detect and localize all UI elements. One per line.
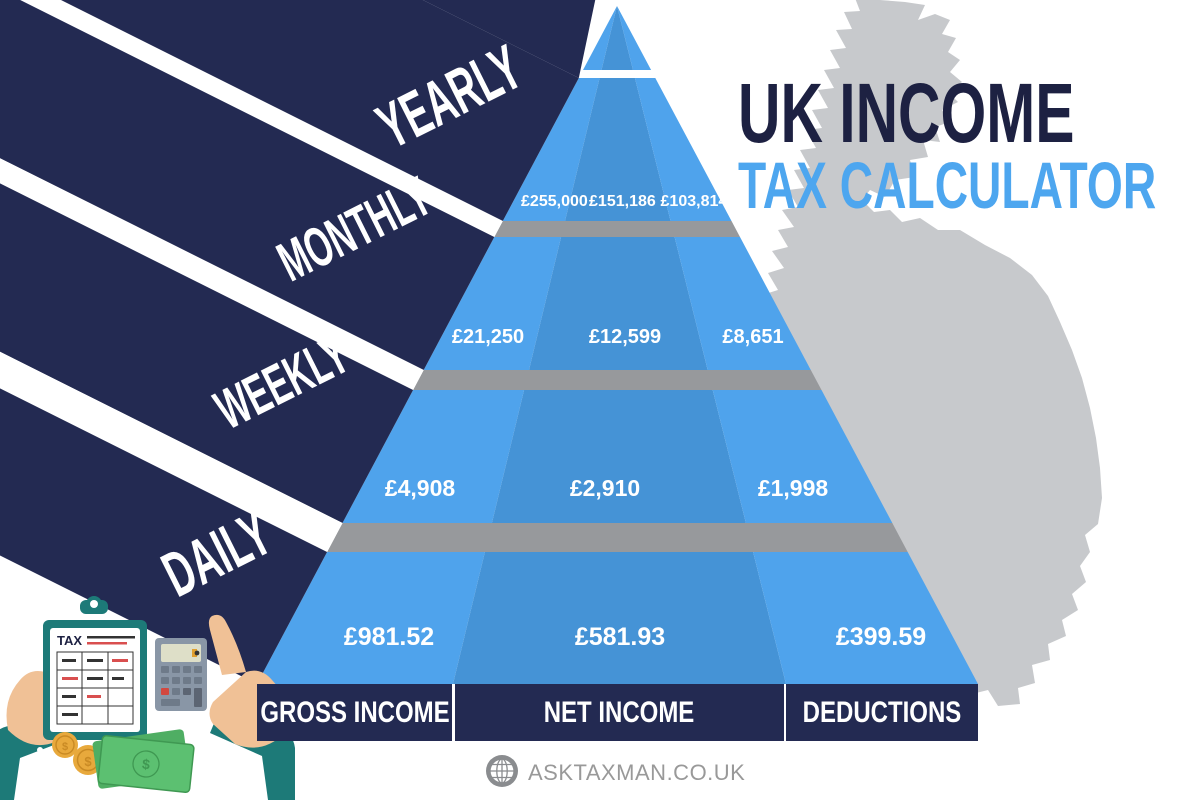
svg-text:GROSS INCOME: GROSS INCOME [260, 694, 449, 728]
svg-text:TAX CALCULATOR: TAX CALCULATOR [738, 149, 1156, 223]
svg-text:£2,910: £2,910 [570, 475, 640, 501]
svg-text:£8,651: £8,651 [722, 326, 783, 348]
svg-text:TAX: TAX [57, 633, 82, 648]
svg-text:$: $ [84, 754, 92, 769]
svg-text:£4,908: £4,908 [385, 475, 456, 501]
svg-text:£12,599: £12,599 [589, 326, 661, 348]
svg-text:£981.52: £981.52 [344, 623, 434, 651]
svg-text:£21,250: £21,250 [452, 326, 524, 348]
svg-text:£1,998: £1,998 [758, 475, 829, 501]
svg-text:£103,814: £103,814 [661, 193, 728, 210]
svg-text:£151,186: £151,186 [589, 193, 656, 210]
svg-text:NET INCOME: NET INCOME [544, 694, 695, 728]
svg-text:$: $ [62, 741, 68, 753]
svg-text:£399.59: £399.59 [836, 623, 926, 651]
svg-text:UK INCOME: UK INCOME [738, 67, 1074, 161]
svg-text:£581.93: £581.93 [575, 623, 665, 651]
svg-text:DEDUCTIONS: DEDUCTIONS [803, 694, 962, 728]
svg-text:ASKTAXMAN.CO.UK: ASKTAXMAN.CO.UK [528, 760, 745, 785]
svg-text:£255,000: £255,000 [521, 193, 588, 210]
